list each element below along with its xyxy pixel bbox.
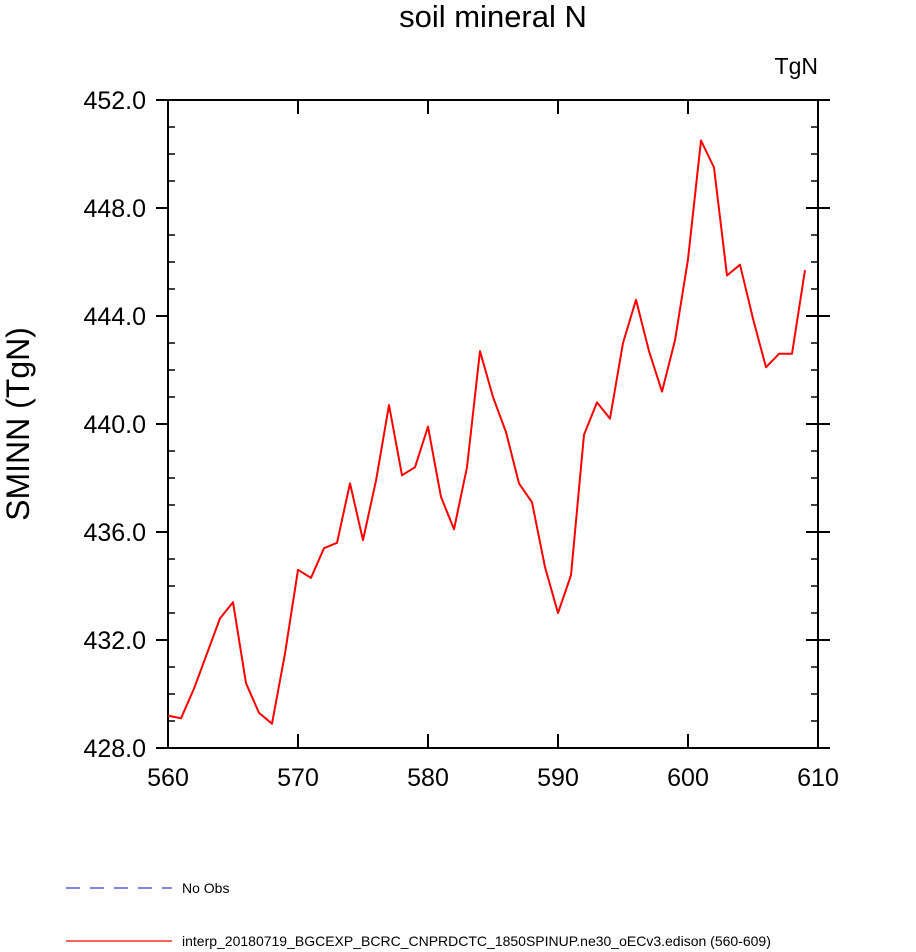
- y-tick-label: 444.0: [83, 303, 146, 331]
- plot-frame: [167, 99, 819, 749]
- x-tick-label: 590: [537, 764, 579, 792]
- legend: No Obs interp_20180719_BGCEXP_BCRC_CNPRDC…: [66, 880, 771, 949]
- x-tick-label: 610: [797, 764, 839, 792]
- x-tick-label: 570: [277, 764, 319, 792]
- series-layer: [167, 139, 806, 725]
- axis-tick-labels: 560 570 580 590 600 610 428.0 432.0 436.0 440.0 44…: [83, 87, 838, 792]
- y-axis-label: SMINN (TgN): [0, 327, 36, 521]
- units-label: TgN: [775, 53, 818, 79]
- y-tick-label: 432.0: [83, 627, 146, 655]
- axis-ticks: [156, 99, 830, 749]
- series-line: [167, 139, 806, 725]
- chart-title: soil mineral N: [399, 0, 587, 34]
- x-tick-label: 600: [667, 764, 709, 792]
- y-tick-label: 436.0: [83, 519, 146, 547]
- y-tick-label: 448.0: [83, 195, 146, 223]
- y-tick-label: 452.0: [83, 87, 146, 115]
- x-tick-label: 560: [147, 764, 189, 792]
- legend-label: No Obs: [182, 880, 229, 896]
- legend-label: interp_20180719_BGCEXP_BCRC_CNPRDCTC_185…: [182, 933, 771, 949]
- y-tick-label: 428.0: [83, 735, 146, 763]
- x-tick-label: 580: [407, 764, 449, 792]
- y-tick-label: 440.0: [83, 411, 146, 439]
